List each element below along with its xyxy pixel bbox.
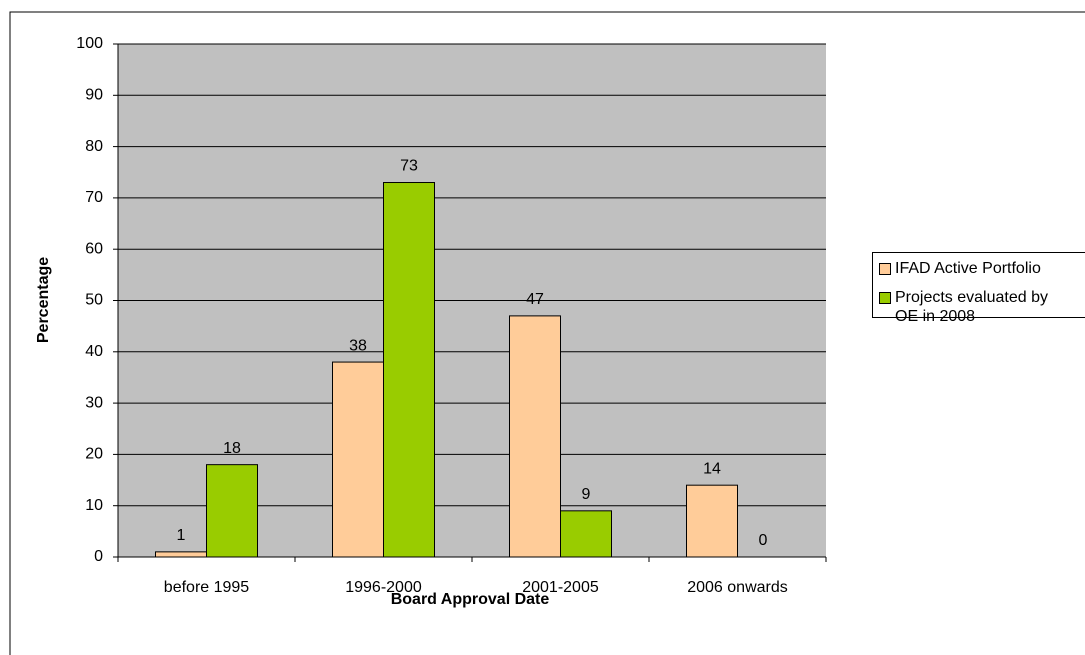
y-tick-label: 50 — [85, 292, 103, 309]
data-label: 18 — [223, 440, 241, 457]
bar — [155, 551, 207, 558]
bar — [332, 361, 384, 558]
bar — [509, 315, 561, 558]
data-label: 14 — [703, 460, 721, 477]
x-tick-label: 2006 onwards — [687, 579, 788, 596]
bar — [560, 510, 612, 558]
y-tick-label: 40 — [85, 343, 103, 360]
data-label: 47 — [526, 291, 544, 308]
y-tick-label: 20 — [85, 446, 103, 463]
legend-label: Projects evaluated by OE in 2008 — [895, 289, 1048, 325]
legend-swatch — [879, 263, 891, 275]
data-label: 9 — [582, 486, 591, 503]
y-tick-label: 10 — [85, 497, 103, 514]
data-label: 73 — [400, 158, 418, 175]
bar — [686, 484, 738, 558]
legend-swatch — [879, 292, 891, 304]
y-axis-label: Percentage — [35, 257, 52, 343]
y-tick-label: 80 — [85, 138, 103, 155]
data-label: 0 — [759, 532, 768, 549]
y-tick-label: 70 — [85, 189, 103, 206]
legend-item: Projects evaluated by OE in 2008 — [879, 288, 1069, 326]
y-tick-label: 30 — [85, 394, 103, 411]
legend-label: IFAD Active Portfolio — [895, 260, 1041, 277]
x-tick-label: 2001-2005 — [522, 579, 599, 596]
x-tick-label: 1996-2000 — [345, 579, 422, 596]
y-tick-label: 90 — [85, 87, 103, 104]
y-tick-label: 60 — [85, 240, 103, 257]
legend: IFAD Active Portfolio Projects evaluated … — [872, 252, 1085, 325]
y-tick-label: 0 — [94, 548, 103, 565]
y-tick-label: 100 — [76, 35, 103, 52]
data-label: 38 — [349, 337, 367, 354]
bar — [206, 464, 258, 558]
bar — [383, 182, 435, 558]
data-label: 1 — [177, 527, 186, 544]
legend-item: IFAD Active Portfolio — [879, 259, 1069, 278]
x-axis-label: Board Approval Date — [391, 591, 550, 608]
x-tick-label: before 1995 — [164, 579, 250, 596]
